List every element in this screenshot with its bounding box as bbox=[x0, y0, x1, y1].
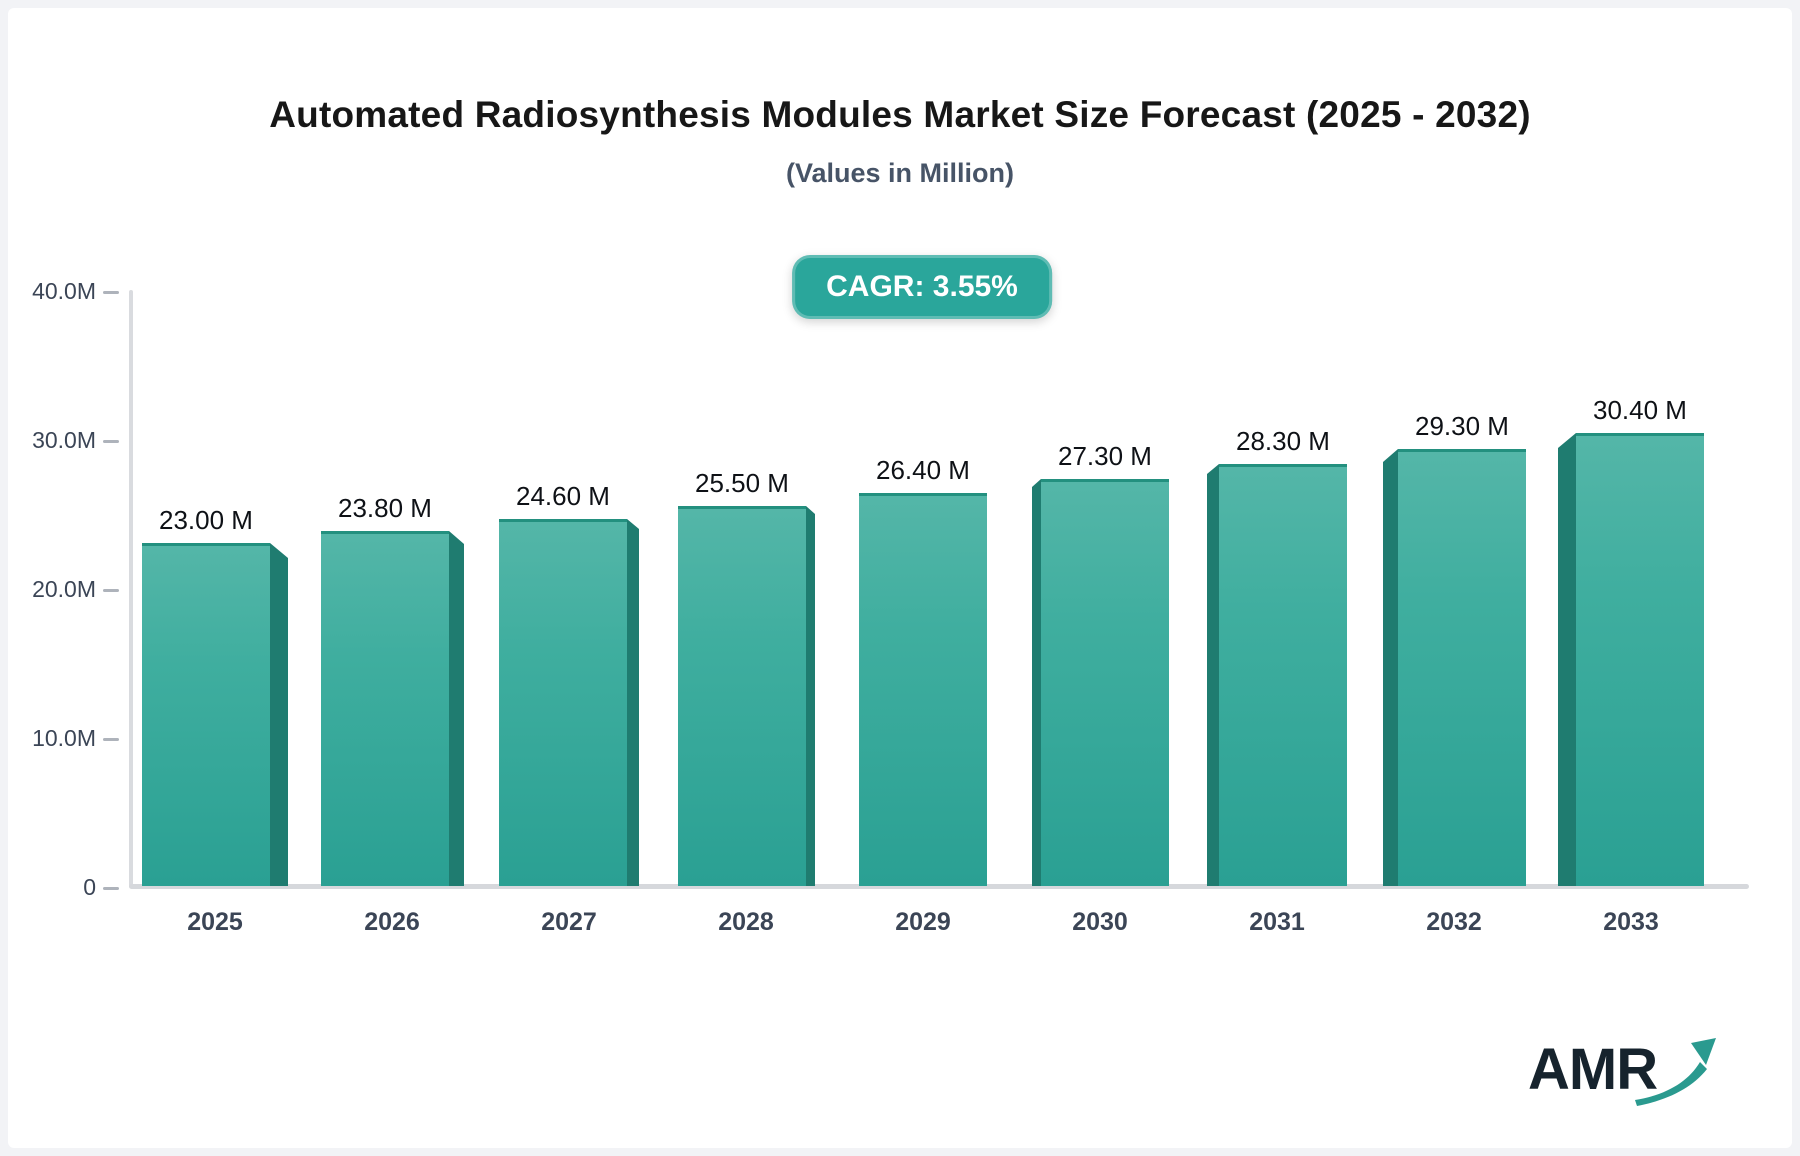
x-axis-label-2033: 2033 bbox=[1603, 908, 1659, 936]
bar-2033 bbox=[1576, 433, 1704, 886]
bar-value-label: 26.40 M bbox=[876, 455, 970, 485]
y-axis-tick-label: 40.0M bbox=[32, 278, 96, 304]
x-axis-label-2032: 2032 bbox=[1426, 908, 1482, 936]
bar-value-label: 27.30 M bbox=[1058, 441, 1152, 471]
bar-value-label: 30.40 M bbox=[1593, 395, 1687, 425]
x-axis-label-2025: 2025 bbox=[187, 908, 243, 936]
x-axis-label-2030: 2030 bbox=[1072, 908, 1128, 936]
y-axis-tick bbox=[103, 440, 119, 443]
bar-side-face-2033 bbox=[1558, 433, 1576, 886]
x-axis-line bbox=[129, 884, 1749, 889]
bar-2028 bbox=[678, 506, 806, 886]
y-axis-tick bbox=[103, 291, 119, 294]
bar-value-label: 24.60 M bbox=[516, 481, 610, 511]
y-axis-tick-label: 30.0M bbox=[32, 427, 96, 453]
growth-arrow-icon bbox=[1632, 1038, 1718, 1115]
chart-subtitle: (Values in Million) bbox=[785, 158, 1015, 188]
y-axis-tick-label: 20.0M bbox=[32, 576, 96, 602]
bar-value-label: 28.30 M bbox=[1236, 426, 1330, 456]
y-axis-tick-label: 10.0M bbox=[32, 725, 96, 751]
bar-2026 bbox=[321, 531, 449, 886]
bar-2032 bbox=[1398, 449, 1526, 886]
bar-2025 bbox=[142, 543, 270, 886]
bar-value-label: 29.30 M bbox=[1415, 411, 1509, 441]
bar-value-label: 23.80 M bbox=[338, 493, 432, 523]
y-axis-tick bbox=[103, 589, 119, 592]
bar-value-label: 23.00 M bbox=[159, 505, 253, 535]
cagr-badge: CAGR: 3.55% bbox=[792, 255, 1052, 319]
x-axis-label-2028: 2028 bbox=[718, 908, 774, 936]
bar-side-face-2031 bbox=[1207, 464, 1219, 886]
y-axis-line bbox=[129, 290, 133, 888]
bar-side-face-2026 bbox=[449, 531, 464, 886]
bar-value-label: 25.50 M bbox=[695, 468, 789, 498]
bar-2027 bbox=[499, 519, 627, 886]
x-axis-label-2026: 2026 bbox=[364, 908, 420, 936]
bar-side-face-2025 bbox=[270, 543, 288, 886]
y-axis-tick-label: 0 bbox=[83, 874, 96, 900]
x-axis-label-2027: 2027 bbox=[541, 908, 597, 936]
bar-2029 bbox=[859, 493, 987, 886]
chart-title: Automated Radiosynthesis Modules Market … bbox=[269, 94, 1531, 135]
x-axis-label-2031: 2031 bbox=[1249, 908, 1305, 936]
y-axis-tick bbox=[103, 738, 119, 741]
x-axis-label-2029: 2029 bbox=[895, 908, 951, 936]
y-axis-tick bbox=[103, 887, 119, 890]
bar-2031 bbox=[1219, 464, 1347, 886]
amr-logo-text: AMR bbox=[1528, 1037, 1658, 1102]
bar-side-face-2028 bbox=[806, 506, 815, 886]
bar-2030 bbox=[1041, 479, 1169, 886]
bar-side-face-2032 bbox=[1383, 449, 1398, 886]
amr-logo: AMR bbox=[1528, 1036, 1738, 1116]
bar-side-face-2027 bbox=[627, 519, 639, 886]
bar-side-face-2030 bbox=[1032, 479, 1041, 886]
